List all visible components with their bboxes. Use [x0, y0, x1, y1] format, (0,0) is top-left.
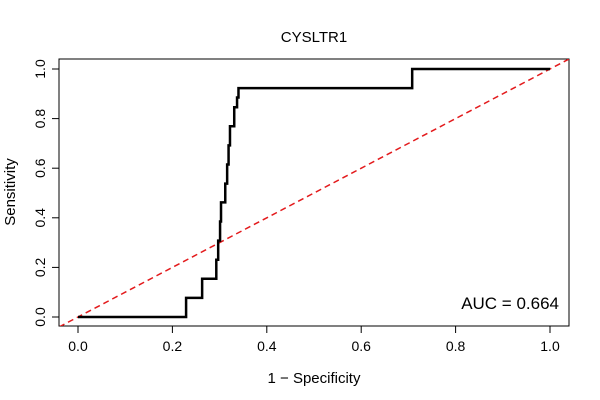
- y-tick-label: 0.4: [32, 208, 48, 228]
- x-tick-label: 0.4: [257, 338, 277, 354]
- reference-line: [59, 59, 569, 326]
- x-tick-label: 0.2: [163, 338, 183, 354]
- y-axis-label: Sensitivity: [2, 158, 19, 226]
- roc-curve: [78, 67, 550, 319]
- y-tick-label: 0.8: [32, 109, 48, 129]
- reference-layer: [59, 59, 569, 326]
- y-tick-label: 0.6: [32, 158, 48, 178]
- x-axis: 0.0 0.2 0.4 0.6 0.8 1.0: [68, 325, 560, 354]
- roc-layer: [78, 67, 550, 319]
- chart-title: CYSLTR1: [281, 29, 347, 46]
- x-tick-label: 1.0: [540, 338, 560, 354]
- x-tick-label: 0.6: [351, 338, 371, 354]
- plot-frame: [58, 58, 570, 327]
- x-axis-label: 1 − Specificity: [268, 370, 361, 387]
- auc-annotation: AUC = 0.664: [461, 294, 559, 313]
- x-tick-label: 0.8: [446, 338, 466, 354]
- y-tick-label: 1.0: [32, 59, 48, 79]
- y-tick-label: 0.2: [32, 257, 48, 277]
- x-tick-label: 0.0: [68, 338, 88, 354]
- y-tick-label: 0.0: [32, 307, 48, 327]
- y-axis: 0.0 0.2 0.4 0.6 0.8 1.0: [32, 59, 60, 327]
